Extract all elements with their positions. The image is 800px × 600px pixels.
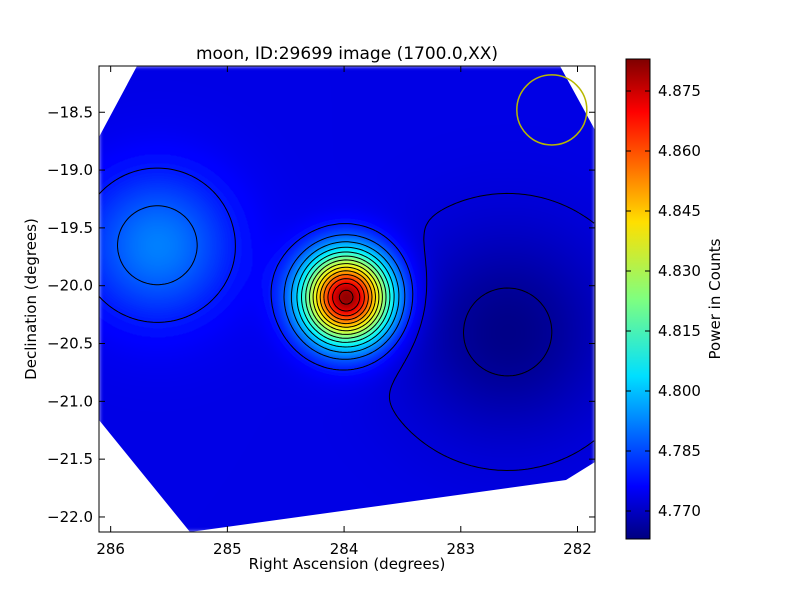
y-axis-label: Declination (degrees) <box>22 218 40 380</box>
colorbar-tick-label: 4.830 <box>658 262 701 280</box>
colorbar-tick-label: 4.785 <box>658 442 701 460</box>
contour-line <box>305 255 387 339</box>
contour-line <box>117 205 406 360</box>
colorbar-tick-label: 4.875 <box>658 82 701 100</box>
contour-line <box>290 241 400 353</box>
x-tick-label: 283 <box>446 540 475 558</box>
plot-area <box>98 65 596 533</box>
colorbar: 4.770 4.785 4.800 4.815 4.830 4.845 4.860 4.875… <box>625 58 724 540</box>
contour-line <box>327 278 365 317</box>
contour-line <box>388 192 595 471</box>
contour-line <box>323 274 369 321</box>
y-tick-label: −22.0 <box>47 508 93 526</box>
x-tick-label: 282 <box>563 540 592 558</box>
y-tick-label: −20.5 <box>47 335 93 353</box>
colorbar-tick-label: 4.770 <box>658 502 701 520</box>
contour-line <box>312 263 380 332</box>
contour-line <box>338 289 354 305</box>
contour-line <box>332 282 361 312</box>
contour-line <box>296 246 395 348</box>
x-axis: 286 285 284 283 282 <box>96 66 592 558</box>
contour-line <box>316 266 376 328</box>
contour-line <box>309 259 383 335</box>
colorbar-gradient <box>626 59 650 539</box>
colorbar-frame <box>625 58 651 540</box>
y-tick-label: −21.0 <box>47 392 93 410</box>
contour-line <box>319 270 373 325</box>
colorbar-label: Power in Counts <box>706 238 724 359</box>
chart-title: moon, ID:29699 image (1700.0,XX) <box>196 44 498 64</box>
x-tick-label: 285 <box>213 540 242 558</box>
y-tick-label: −21.5 <box>47 450 93 468</box>
colorbar-tick-label: 4.845 <box>658 202 701 220</box>
colorbar-ticks: 4.770 4.785 4.800 4.815 4.830 4.845 4.860 4.875 <box>626 82 701 520</box>
annotation-circle <box>516 74 588 146</box>
colorbar-tick-label: 4.815 <box>658 322 701 340</box>
plot-frame <box>98 65 596 533</box>
colorbar-tick-label: 4.800 <box>658 382 701 400</box>
contour-lines <box>99 167 595 471</box>
y-tick-label: −19.5 <box>47 219 93 237</box>
contour-line <box>301 251 391 343</box>
y-tick-label: −19.0 <box>47 161 93 179</box>
contour-line <box>463 287 553 377</box>
y-tick-label: −20.0 <box>47 277 93 295</box>
heatmap-image <box>99 66 595 532</box>
colorbar-tick-label: 4.860 <box>658 142 701 160</box>
y-axis: −18.5 −19.0 −19.5 −20.0 −20.5 −21.0 −21.5 −22.0 <box>47 103 595 526</box>
x-tick-label: 284 <box>330 540 359 558</box>
x-tick-label: 286 <box>96 540 125 558</box>
x-axis-label: Right Ascension (degrees) <box>249 555 446 573</box>
y-tick-label: −18.5 <box>47 103 93 121</box>
